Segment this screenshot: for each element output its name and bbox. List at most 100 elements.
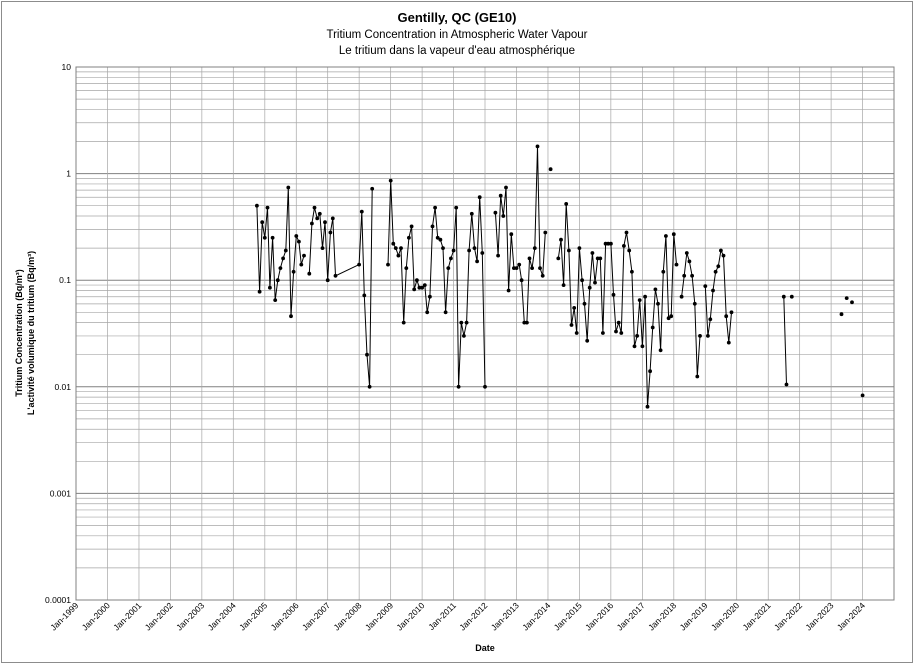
data-point bbox=[648, 369, 652, 374]
data-point bbox=[317, 211, 322, 216]
grid-lines bbox=[75, 67, 894, 601]
data-point bbox=[582, 301, 587, 306]
x-tick-label: Jan-1999 bbox=[48, 600, 80, 632]
data-point bbox=[357, 262, 361, 267]
x-tick-label: Jan-2017 bbox=[615, 600, 647, 632]
data-point bbox=[517, 262, 522, 267]
series-line-segment bbox=[494, 146, 546, 324]
data-point bbox=[493, 210, 498, 215]
data-point bbox=[598, 256, 603, 261]
data-point bbox=[401, 320, 406, 325]
data-point bbox=[412, 287, 417, 292]
data-point bbox=[540, 273, 545, 278]
data-point bbox=[407, 235, 411, 240]
data-point bbox=[724, 314, 729, 319]
data-point bbox=[713, 269, 718, 274]
data-point bbox=[283, 248, 288, 253]
x-tick-label: Jan-2014 bbox=[520, 600, 552, 632]
data-point bbox=[674, 262, 679, 267]
data-point bbox=[415, 278, 419, 283]
data-point bbox=[388, 178, 393, 183]
data-point bbox=[577, 246, 582, 251]
data-point bbox=[669, 314, 674, 319]
data-point bbox=[399, 246, 403, 251]
y-tick-label: 0.01 bbox=[54, 382, 71, 392]
data-point bbox=[684, 251, 689, 255]
data-point bbox=[650, 325, 655, 330]
data-point bbox=[698, 334, 702, 338]
data-point bbox=[443, 310, 448, 315]
x-tick-label: Jan-2021 bbox=[741, 600, 773, 632]
data-point bbox=[630, 269, 634, 274]
data-point bbox=[587, 285, 592, 290]
data-point bbox=[472, 246, 477, 251]
data-point bbox=[548, 167, 553, 172]
data-point bbox=[438, 237, 443, 242]
data-point bbox=[687, 259, 692, 264]
data-point bbox=[469, 211, 474, 216]
data-point bbox=[711, 288, 715, 293]
data-point bbox=[690, 273, 694, 278]
data-point bbox=[708, 317, 713, 322]
data-point bbox=[561, 283, 566, 287]
data-point bbox=[611, 292, 616, 297]
data-point bbox=[609, 241, 613, 246]
data-point bbox=[624, 230, 629, 235]
x-tick-label: Jan-2007 bbox=[300, 600, 332, 632]
data-point bbox=[433, 205, 437, 210]
data-point bbox=[556, 256, 561, 261]
x-tick-label: Jan-2019 bbox=[678, 600, 710, 632]
data-point bbox=[370, 186, 375, 191]
data-point bbox=[564, 202, 569, 206]
data-point bbox=[477, 195, 482, 200]
x-axis-ticks: Jan-1999 Jan-2000 Jan-2001 Jan-2002 Jan-2003… bbox=[48, 600, 867, 632]
data-point bbox=[635, 334, 639, 338]
x-tick-label: Jan-2018 bbox=[646, 600, 678, 632]
data-point bbox=[430, 224, 435, 229]
x-tick-label: Jan-2013 bbox=[489, 600, 521, 632]
data-point bbox=[310, 221, 314, 226]
data-point bbox=[656, 301, 660, 306]
data-point bbox=[627, 248, 632, 253]
data-point bbox=[527, 256, 532, 261]
data-point bbox=[666, 316, 671, 321]
x-tick-label: Jan-2006 bbox=[269, 600, 301, 632]
x-tick-label: Jan-2000 bbox=[80, 600, 112, 632]
data-point bbox=[729, 310, 734, 315]
x-axis-title: Date bbox=[475, 643, 495, 653]
data-point bbox=[281, 256, 285, 261]
data-point bbox=[622, 244, 626, 248]
data-point bbox=[386, 262, 390, 267]
data-point bbox=[640, 344, 645, 349]
data-point bbox=[645, 404, 650, 409]
series-line-segment bbox=[387, 180, 486, 387]
chart-subtitle-fr: Le tritium dans la vapeur d'eau atmosphé… bbox=[339, 45, 575, 57]
data-point bbox=[446, 266, 451, 270]
x-tick-label: Jan-2008 bbox=[331, 600, 363, 632]
data-point bbox=[420, 285, 424, 290]
x-tick-label: Jan-2024 bbox=[835, 600, 867, 632]
data-point bbox=[661, 269, 666, 274]
data-point bbox=[614, 329, 618, 334]
data-point bbox=[451, 248, 456, 253]
series-line-segment bbox=[557, 203, 677, 407]
series-points bbox=[255, 144, 865, 409]
data-point bbox=[781, 294, 786, 299]
data-point bbox=[850, 300, 854, 305]
data-point bbox=[572, 306, 577, 310]
data-point bbox=[543, 230, 548, 235]
data-point bbox=[270, 235, 275, 240]
data-point bbox=[428, 294, 432, 299]
data-point bbox=[784, 382, 789, 387]
data-point bbox=[601, 331, 605, 335]
x-tick-label: Jan-2012 bbox=[457, 600, 489, 632]
x-tick-label: Jan-2020 bbox=[709, 600, 741, 632]
data-point bbox=[504, 185, 508, 190]
x-tick-label: Jan-2004 bbox=[206, 600, 238, 632]
data-point bbox=[333, 273, 338, 278]
series-line-segment bbox=[681, 252, 701, 377]
y-axis-title: Tritium Concentration (Bq/m³) bbox=[14, 269, 24, 397]
data-point bbox=[299, 262, 304, 267]
data-point bbox=[679, 294, 684, 299]
